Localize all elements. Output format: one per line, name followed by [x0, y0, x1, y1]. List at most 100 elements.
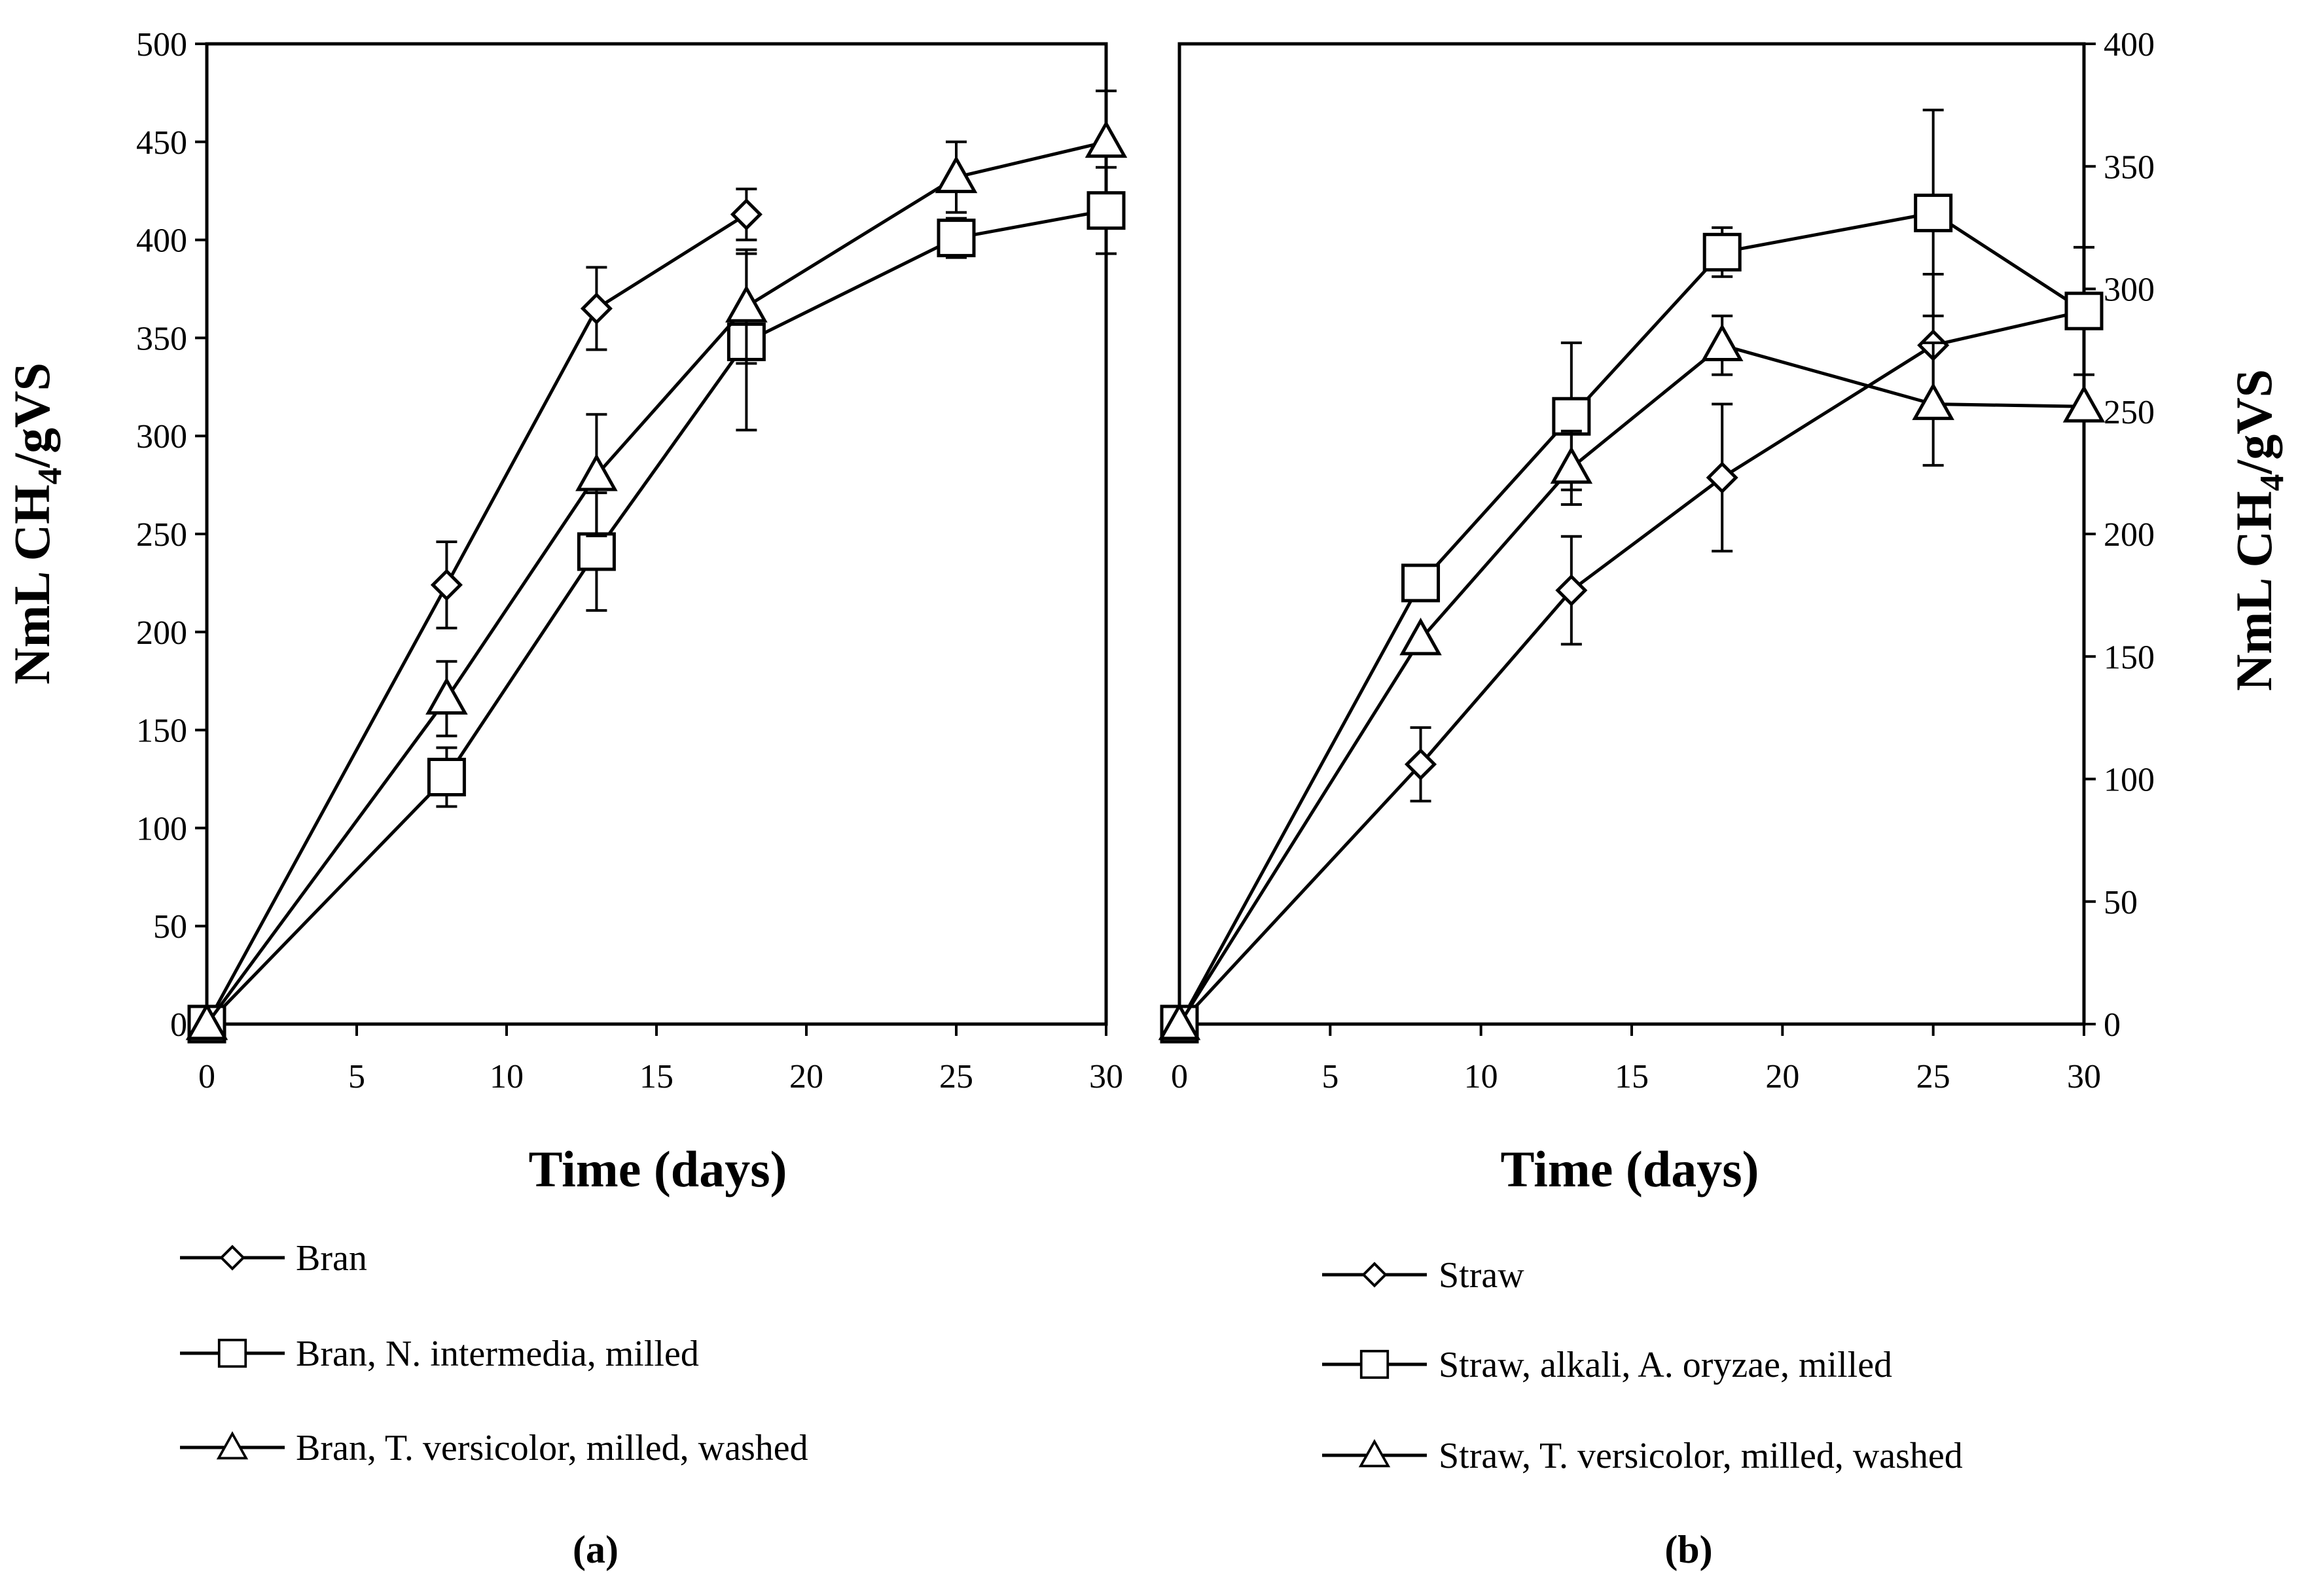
legend-marker-square	[1359, 1349, 1390, 1379]
y-tick-label: 0	[2104, 1006, 2121, 1044]
x-tick-label: 0	[1171, 1058, 1188, 1095]
x-tick-label: 15	[1615, 1058, 1649, 1095]
y-tick-label: 500	[136, 26, 187, 63]
data-point-diamond	[430, 569, 463, 601]
y-tick-label: 150	[136, 713, 187, 750]
x-tick-label: 30	[1089, 1058, 1123, 1095]
data-point-square	[1552, 397, 1591, 436]
data-point-triangle	[2062, 385, 2106, 423]
x-tick-label: 25	[1916, 1058, 1950, 1095]
legend-entry: Straw, T. versicolor, milled, washed	[1322, 1436, 1963, 1476]
x-axis-title: Time (days)	[528, 1141, 787, 1197]
x-tick-label: 25	[939, 1058, 973, 1095]
x-tick-label: 5	[1321, 1058, 1338, 1095]
legend-entry: Bran, T. versicolor, milled, washed	[180, 1428, 808, 1468]
series-line	[205, 140, 1107, 1025]
data-point-square	[577, 532, 616, 571]
series-triangle	[1158, 314, 2106, 1040]
data-point-diamond	[1404, 748, 1437, 781]
x-tick-label: 5	[348, 1058, 365, 1095]
data-point-triangle	[1085, 120, 1128, 158]
y-tick-label: 400	[2104, 26, 2155, 63]
y-tick-label: 350	[136, 320, 187, 357]
x-tick-label: 20	[789, 1058, 823, 1095]
x-tick-label: 10	[1464, 1058, 1498, 1095]
x-axis-title: Time (days)	[1500, 1141, 1759, 1197]
x-tick-label: 10	[490, 1058, 524, 1095]
legend-label: Straw, alkali, A. oryzae, milled	[1439, 1345, 1892, 1385]
data-point-triangle	[725, 285, 768, 323]
y-axis-title: NmL CH4/gVS	[3, 363, 69, 684]
data-point-diamond	[580, 292, 613, 325]
y-tick-label: 450	[136, 124, 187, 162]
y-tick-label: 300	[136, 418, 187, 455]
data-point-diamond	[1706, 461, 1738, 494]
chart-panel-b: 0 50 100 150 200 250 300 350 400 0 5 10 15 20 25 30 Time…	[1158, 26, 2291, 1571]
series-line	[205, 213, 747, 1025]
data-point-triangle	[185, 1002, 228, 1040]
y-tick-label: 50	[2104, 884, 2138, 921]
y-tick-label: 100	[136, 810, 187, 847]
y-axis-title-main: NmL CH	[2225, 491, 2282, 691]
legend-entry: Straw, alkali, A. oryzae, milled	[1322, 1345, 1892, 1385]
legend-label: Straw, T. versicolor, milled, washed	[1439, 1436, 1963, 1476]
data-point-triangle	[935, 155, 978, 194]
legend-marker-diamond	[219, 1245, 245, 1271]
series-line	[206, 209, 1107, 1025]
y-tick-label: 150	[2104, 639, 2155, 676]
data-point-square	[937, 219, 976, 258]
data-point-triangle	[1550, 446, 1593, 484]
legend-marker-triangle	[1358, 1439, 1391, 1468]
series-line	[1177, 211, 2085, 1025]
y-tick-label: 100	[2104, 762, 2155, 799]
chart-panel-a: 0 50 100 150 200 250 300 350 400 450 500 0 5 10 15 20 25…	[3, 26, 1128, 1571]
data-point-triangle	[1912, 382, 1954, 420]
data-point-square	[427, 758, 466, 797]
data-point-triangle	[575, 453, 618, 491]
data-point-square	[1914, 193, 1953, 232]
x-tick-label: 20	[1765, 1058, 1799, 1095]
y-tick-label: 200	[136, 614, 187, 652]
x-tick-label: 15	[639, 1058, 673, 1095]
legend-entry: Bran	[180, 1238, 367, 1279]
legend-label: Bran	[296, 1238, 367, 1279]
legend-label: Bran, N. intermedia, milled	[296, 1334, 699, 1374]
y-axis-title-subscript: 4	[2253, 474, 2291, 491]
y-axis-title-main: NmL CH	[3, 484, 60, 684]
data-point-diamond	[1555, 574, 1588, 607]
legend-marker-triangle	[216, 1431, 249, 1460]
data-point-triangle	[425, 677, 468, 715]
legend-entry: Straw	[1322, 1255, 1524, 1296]
data-point-triangle	[1158, 1002, 1201, 1040]
data-point-diamond	[730, 198, 763, 231]
series-diamond	[1163, 273, 2100, 1040]
y-tick-label: 250	[136, 516, 187, 554]
data-point-triangle	[1700, 323, 1744, 361]
series-square	[187, 166, 1126, 1044]
x-tick-label: 0	[198, 1058, 215, 1095]
panel-label: (b)	[1664, 1528, 1712, 1571]
y-tick-label: 200	[2104, 516, 2155, 554]
series-diamond	[190, 187, 763, 1040]
panel-label: (a)	[573, 1528, 619, 1571]
series-triangle	[185, 89, 1128, 1040]
y-axis-title-subscript: 4	[31, 467, 69, 484]
data-point-square	[1702, 232, 1742, 272]
legend-label: Straw	[1439, 1255, 1524, 1296]
legend-label: Bran, T. versicolor, milled, washed	[296, 1428, 808, 1468]
data-point-square	[1401, 563, 1441, 603]
data-point-square	[2064, 291, 2104, 330]
data-point-square	[1086, 191, 1126, 230]
series-line	[1177, 343, 2085, 1025]
series-square	[1160, 109, 2104, 1044]
legend-marker-square	[217, 1338, 247, 1368]
y-tick-label: 0	[170, 1006, 187, 1044]
data-point-triangle	[1399, 617, 1442, 656]
y-tick-label: 350	[2104, 149, 2155, 186]
y-axis-title-tail: /gVS	[3, 363, 60, 468]
series-line	[1178, 309, 2085, 1025]
legend-entry: Bran, N. intermedia, milled	[180, 1334, 699, 1374]
legend-marker-diamond	[1361, 1262, 1388, 1288]
y-tick-label: 400	[136, 222, 187, 260]
